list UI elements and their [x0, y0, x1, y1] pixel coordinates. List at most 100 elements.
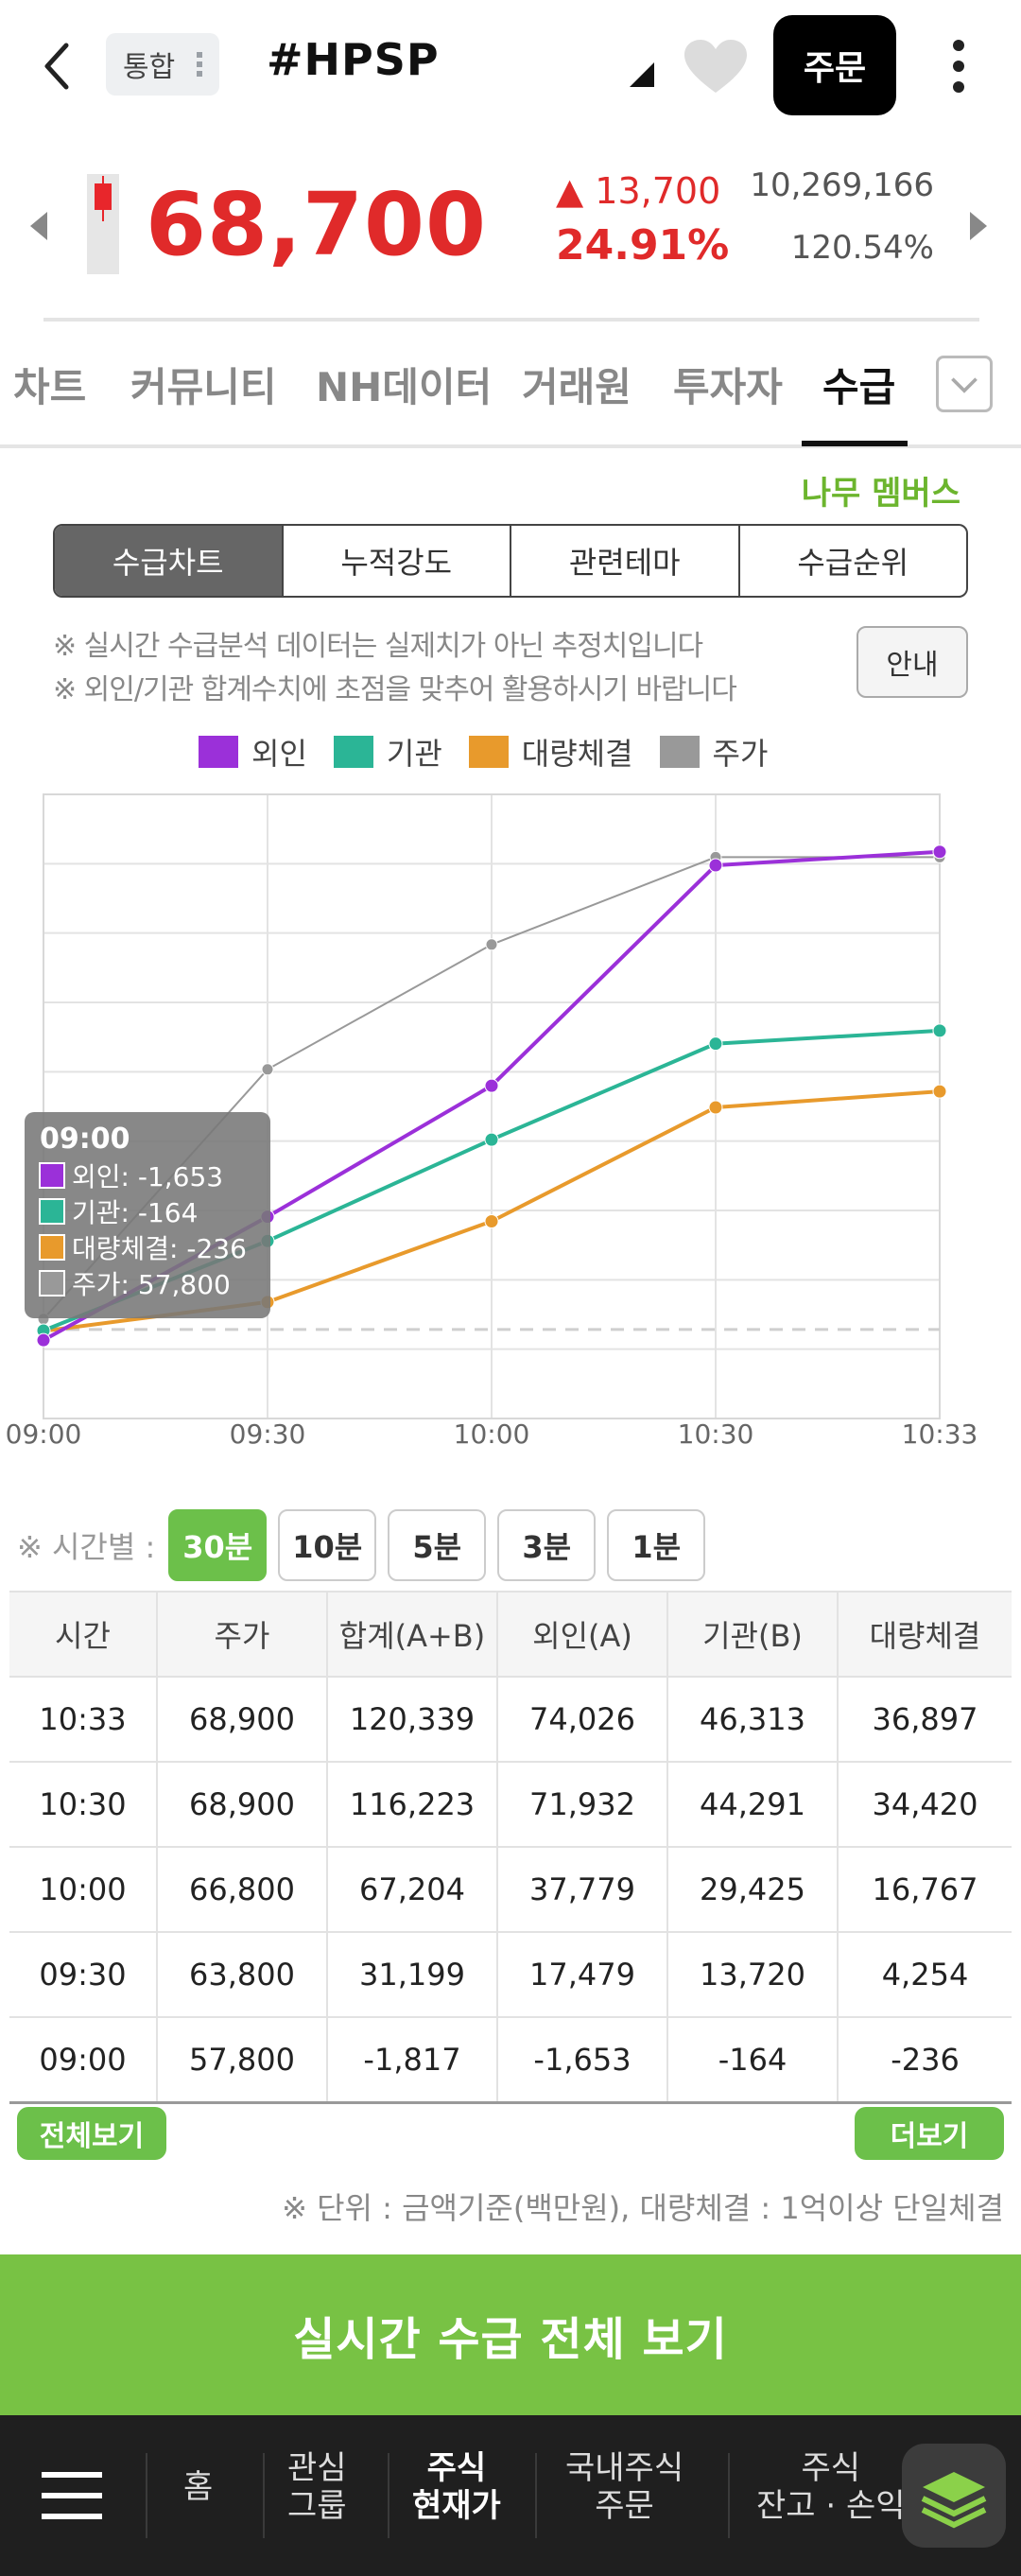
segment-theme[interactable]: 관련테마 — [510, 526, 738, 596]
active-tab-indicator — [802, 441, 908, 446]
data-point — [484, 1132, 499, 1147]
bottom-navigation: 홈 관심 그룹 주식 현재가 국내주식 주문 주식 잔고 · 손익 — [0, 2415, 1021, 2576]
guide-button[interactable]: 안내 — [857, 626, 968, 698]
legend-label: 주가 — [712, 736, 769, 772]
layers-button[interactable] — [902, 2444, 1006, 2548]
col-block: 대량체결 — [837, 1591, 1012, 1678]
segment-cumulative[interactable]: 누적강도 — [281, 526, 510, 596]
nav-balance[interactable]: 주식 잔고 · 손익 — [756, 2449, 906, 2525]
cell-price: 68,900 — [156, 1676, 328, 1763]
table-row[interactable]: 10:33 68,900 120,339 74,026 46,313 36,89… — [9, 1676, 1012, 1763]
segment-ranking[interactable]: 수급순위 — [737, 526, 967, 596]
realtime-supply-button[interactable]: 실시간 수급 전체 보기 — [0, 2254, 1021, 2415]
more-button[interactable]: 더보기 — [855, 2107, 1004, 2160]
candle-icon — [87, 174, 119, 274]
next-stock-icon[interactable] — [968, 212, 987, 240]
cell-foreign: 37,779 — [496, 1846, 668, 1933]
interval-5m[interactable]: 5분 — [388, 1509, 487, 1581]
price-change: ▲ 13,700 — [556, 170, 721, 212]
tab-community[interactable]: 커뮤니티 — [130, 364, 277, 410]
table-header-row: 시간 주가 합계(A+B) 외인(A) 기관(B) 대량체결 — [9, 1591, 1012, 1678]
nav-domestic-order[interactable]: 국내주식 주문 — [565, 2449, 684, 2525]
tooltip-row: 주가: 57,800 — [72, 1269, 231, 1300]
tab-supply[interactable]: 수급 — [822, 364, 896, 410]
cell-sum: 31,199 — [326, 1931, 498, 2018]
legend-item-foreign[interactable]: 외인 — [199, 730, 307, 774]
data-point — [36, 1332, 51, 1348]
dropdown-triangle-icon[interactable] — [630, 62, 654, 87]
ticker-title[interactable]: #HPSP — [267, 34, 440, 85]
interval-10m[interactable]: 10분 — [278, 1509, 377, 1581]
cell-foreign: 74,026 — [496, 1676, 668, 1763]
interval-label: ※ 시간별 : — [17, 1529, 156, 1565]
table-row[interactable]: 09:30 63,800 31,199 17,479 13,720 4,254 — [9, 1931, 1012, 2018]
cell-institution: -164 — [666, 2016, 839, 2104]
nav-watch-group[interactable]: 관심 그룹 — [287, 2449, 347, 2525]
table-row[interactable]: 10:30 68,900 116,223 71,932 44,291 34,42… — [9, 1761, 1012, 1848]
x-tick-label: 09:30 — [230, 1419, 306, 1450]
col-foreign: 외인(A) — [496, 1591, 668, 1678]
cell-price: 68,900 — [156, 1761, 328, 1848]
x-tick-label: 10:00 — [454, 1419, 530, 1450]
market-tag-label: 통합 — [123, 51, 176, 84]
cell-block: 36,897 — [837, 1676, 1012, 1763]
table-row[interactable]: 09:00 57,800 -1,817 -1,653 -164 -236 — [9, 2016, 1012, 2104]
tab-investor[interactable]: 투자자 — [673, 364, 783, 410]
data-point — [484, 1078, 499, 1093]
hamburger-menu-icon[interactable] — [42, 2472, 102, 2519]
nav-stock-current[interactable]: 주식 현재가 — [412, 2449, 501, 2525]
order-button[interactable]: 주문 — [773, 15, 896, 115]
tooltip-title: 09:00 — [40, 1123, 130, 1156]
divider — [43, 318, 979, 322]
view-all-button[interactable]: 전체보기 — [17, 2107, 166, 2160]
cell-institution: 13,720 — [666, 1931, 839, 2018]
data-point — [708, 1100, 723, 1115]
interval-30m[interactable]: 30분 — [168, 1509, 268, 1581]
chevron-down-icon[interactable] — [936, 356, 993, 412]
interval-1m[interactable]: 1분 — [607, 1509, 706, 1581]
cell-institution: 29,425 — [666, 1846, 839, 1933]
notice-line-1: ※ 실시간 수급분석 데이터는 실제치가 아닌 추정치입니다 — [53, 630, 703, 663]
cell-price: 66,800 — [156, 1846, 328, 1933]
cell-price: 63,800 — [156, 1931, 328, 2018]
back-icon[interactable] — [38, 38, 76, 95]
data-point — [708, 1036, 723, 1052]
sub-tab-segment: 수급차트 누적강도 관련테마 수급순위 — [53, 524, 968, 598]
drag-dots-icon — [197, 52, 202, 77]
x-tick-label: 10:33 — [902, 1419, 978, 1450]
legend-swatch — [659, 736, 700, 768]
tab-broker[interactable]: 거래원 — [522, 364, 632, 410]
tab-nh-data[interactable]: NH데이터 — [316, 364, 493, 410]
cell-block: 16,767 — [837, 1846, 1012, 1933]
legend-item-institution[interactable]: 기관 — [333, 730, 442, 774]
table-row[interactable]: 10:00 66,800 67,204 37,779 29,425 16,767 — [9, 1846, 1012, 1933]
data-point — [932, 1084, 947, 1099]
more-menu-icon[interactable] — [949, 38, 968, 95]
legend-label: 외인 — [251, 736, 307, 772]
interval-3m[interactable]: 3분 — [497, 1509, 597, 1581]
legend-item-block[interactable]: 대량체결 — [468, 730, 633, 774]
cell-time: 09:30 — [9, 1931, 158, 2018]
heart-icon[interactable] — [683, 38, 749, 95]
x-tick-label: 10:30 — [678, 1419, 754, 1450]
tab-chart[interactable]: 차트 — [13, 364, 87, 410]
cell-time: 09:00 — [9, 2016, 158, 2104]
price-change-percent: 24.91% — [556, 221, 730, 270]
prev-stock-icon[interactable] — [30, 212, 49, 240]
cell-block: 34,420 — [837, 1761, 1012, 1848]
col-institution: 기관(B) — [666, 1591, 839, 1678]
cell-time: 10:30 — [9, 1761, 158, 1848]
col-sum: 합계(A+B) — [326, 1591, 498, 1678]
volume-ratio: 120.54% — [790, 229, 934, 267]
segment-supply-chart[interactable]: 수급차트 — [55, 526, 282, 596]
namu-members-link[interactable]: 나무 멤버스 — [801, 475, 960, 513]
market-tag[interactable]: 통합 — [106, 33, 219, 96]
tooltip-swatch — [39, 1234, 65, 1261]
nav-home[interactable]: 홈 — [183, 2468, 214, 2506]
supply-line-chart[interactable]: 09:00 09:30 10:00 10:30 10:33 09:00 외인: -1,653… — [0, 785, 1021, 1466]
trade-volume: 10,269,166 — [750, 166, 934, 204]
legend-item-price[interactable]: 주가 — [659, 730, 769, 774]
x-tick-label: 09:00 — [6, 1419, 82, 1450]
cell-price: 57,800 — [156, 2016, 328, 2104]
tab-bar: 차트 커뮤니티 NH데이터 거래원 투자자 수급 — [0, 344, 1021, 448]
